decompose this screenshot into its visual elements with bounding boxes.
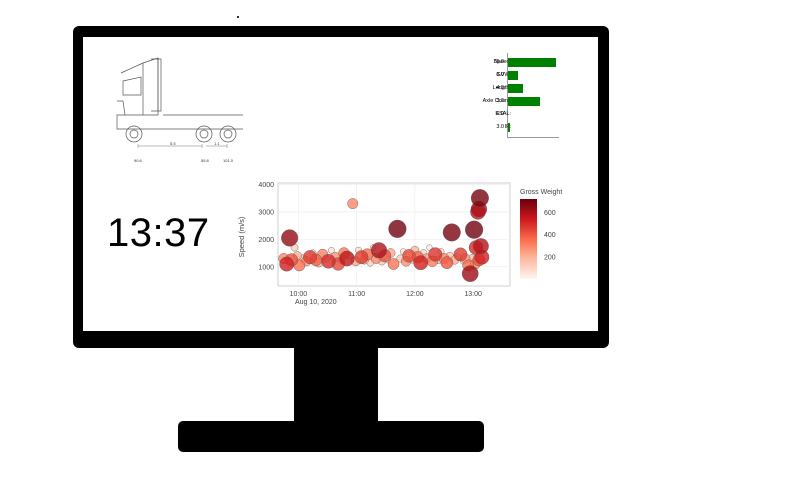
stat-row-if: IF: 3.0 — [428, 122, 563, 132]
colorbar-gradient — [520, 199, 537, 279]
stat-value: 76.0 — [493, 59, 504, 65]
scatter-point[interactable] — [388, 219, 407, 238]
stray-dot — [237, 16, 239, 18]
scatter-point[interactable] — [440, 256, 454, 269]
stat-bar — [508, 71, 518, 80]
y-tick-label: 1000 — [258, 264, 274, 271]
scatter-point[interactable] — [413, 255, 429, 271]
stat-value: 3.0 — [496, 124, 504, 130]
y-tick-label: 2000 — [258, 237, 274, 244]
colorbar-tick-label: 200 — [544, 254, 556, 261]
colorbar-tick-label: 600 — [544, 210, 556, 217]
axle-load-1: 90.6 — [134, 158, 143, 163]
scatter-point[interactable] — [442, 223, 461, 242]
scatter-point[interactable] — [387, 258, 400, 270]
vehicle-stats-panel: Speed: 76.0 GVW: 8.0 Length: 4.0 Axle Co… — [428, 53, 563, 139]
scatter-point[interactable] — [402, 249, 416, 263]
scatter-points — [278, 189, 490, 282]
stat-label: Axle Count: — [482, 98, 511, 104]
axle-dimension-lines — [137, 144, 228, 148]
colorbar-ticks: 200 400 600 — [544, 210, 556, 261]
monitor-stand-base — [178, 421, 484, 452]
clock-display: 13:37 — [107, 211, 210, 255]
colorbar-tick-label: 400 — [544, 232, 556, 239]
stat-label: ESAL: — [495, 111, 511, 117]
colorbar: Gross Weight 200 400 600 — [520, 189, 562, 279]
scatter-point[interactable] — [354, 250, 369, 265]
stats-bar-axis — [507, 53, 559, 138]
scatter-point[interactable] — [370, 242, 387, 259]
scatter-point[interactable] — [279, 256, 295, 272]
speed-scatter-chart[interactable]: 1000 2000 3000 4000 10:00 11:00 12:00 13:00 Au… — [233, 177, 573, 312]
scatter-point[interactable] — [321, 254, 336, 269]
scatter-point[interactable] — [428, 247, 443, 262]
scatter-point[interactable] — [470, 189, 489, 208]
axle-load-3: 101.0 — [223, 158, 234, 163]
truck-icon — [116, 57, 243, 143]
dimension-label-1: 5.5 — [170, 141, 176, 146]
stat-bar — [508, 123, 510, 132]
y-axis-ticks: 1000 2000 3000 4000 — [258, 182, 274, 271]
y-tick-label: 4000 — [258, 182, 274, 189]
stat-label: Speed: — [493, 59, 511, 65]
colorbar-title: Gross Weight — [520, 189, 562, 196]
x-tick-label: 10:00 — [290, 291, 308, 298]
dimension-label-2: 1.1 — [214, 141, 220, 146]
scatter-point[interactable] — [472, 238, 489, 255]
x-tick-label: 11:00 — [348, 291, 365, 298]
stat-bar — [508, 97, 540, 106]
scatter-point[interactable] — [347, 198, 359, 210]
scatter-point[interactable] — [303, 250, 317, 265]
scatter-point[interactable] — [461, 265, 479, 282]
stat-value: 4.0 — [496, 85, 504, 91]
x-tick-label: 12:00 — [406, 291, 424, 298]
x-tick-label: 13:00 — [464, 291, 482, 298]
stat-row-gvw: GVW: 8.0 — [428, 70, 563, 80]
stat-value: 6.0 — [496, 111, 504, 117]
stat-label: IF: — [505, 124, 511, 130]
stat-row-axle-count: Axle Count: 3.0 — [428, 96, 563, 106]
scatter-point[interactable] — [339, 250, 355, 267]
monitor-screen: 5.5 1.1 90.6 55.8 101.0 Speed: 76.0 GVW:… — [83, 37, 598, 331]
stat-label: GVW: — [496, 72, 511, 78]
stat-bar — [508, 84, 523, 93]
y-tick-label: 3000 — [258, 209, 274, 216]
y-axis-title: Speed (m/s) — [237, 216, 246, 257]
stat-value: 3.0 — [496, 98, 504, 104]
monitor-stand-neck — [294, 348, 378, 424]
scatter-point[interactable] — [465, 220, 484, 239]
stat-row-esal: ESAL: 6.0 — [428, 109, 563, 119]
x-axis-ticks: 10:00 11:00 12:00 13:00 — [290, 291, 482, 298]
axle-load-2: 55.8 — [201, 158, 210, 163]
scatter-point[interactable] — [453, 247, 468, 262]
scatter-point[interactable] — [281, 229, 299, 247]
stat-row-length: Length: 4.0 — [428, 83, 563, 93]
stat-value: 8.0 — [496, 72, 504, 78]
stat-label: Length: — [492, 85, 511, 91]
stat-bar — [508, 58, 556, 67]
x-axis-date-label: Aug 10, 2020 — [295, 299, 337, 306]
stat-row-speed: Speed: 76.0 — [428, 57, 563, 67]
truck-diagram: 5.5 1.1 90.6 55.8 101.0 — [116, 57, 243, 163]
scatter-point[interactable] — [328, 247, 335, 254]
